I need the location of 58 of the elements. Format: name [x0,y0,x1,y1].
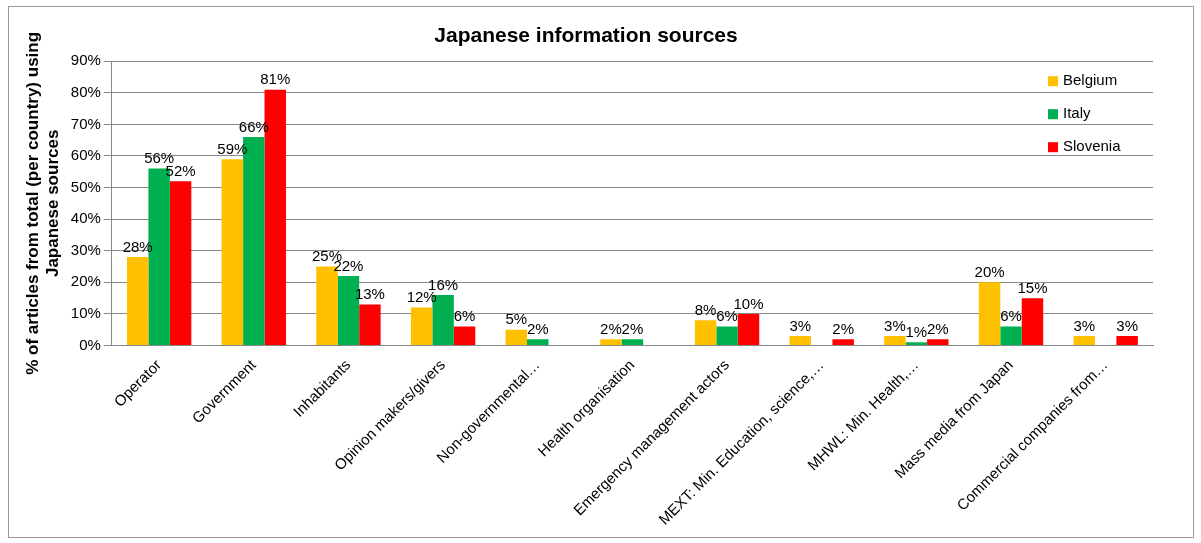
bar [527,339,549,346]
bar [927,339,949,346]
y-tick-label: 80% [70,82,101,100]
bar [905,342,928,346]
y-tick-label: 50% [70,177,101,195]
bar [453,326,476,346]
data-label: 2% [621,319,644,337]
data-label: 10% [733,294,764,312]
bar [832,339,854,346]
bar [694,320,717,346]
legend-label: Italy [1063,104,1092,122]
y-tick-label: 10% [70,304,101,322]
bar [621,339,644,346]
chart-title: Japanese information sources [434,23,738,47]
data-label: 56% [144,149,175,167]
legend-label: Slovenia [1063,137,1122,155]
bar [884,336,906,346]
data-label: 5% [505,310,528,328]
bar [410,307,433,346]
bar [737,313,760,346]
bar [1021,298,1044,346]
data-label: 2% [926,319,949,337]
bar [978,282,1001,346]
data-label: 8% [694,300,717,318]
y-tick-label: 90% [70,51,101,69]
y-tick-label: 40% [70,209,101,227]
data-label: 16% [428,275,459,293]
y-tick-label: 0% [79,335,101,353]
data-label: 2% [832,319,855,337]
data-label: 1% [905,323,928,340]
y-tick-label: 60% [70,146,101,164]
data-label: 6% [453,307,476,325]
data-label: 2% [526,319,549,337]
bar [600,339,622,346]
bar [169,181,192,346]
y-axis-title: % of articles from total (per country) using Japanese sources [22,31,63,375]
y-tick-label: 70% [70,114,101,132]
data-label: 3% [1073,316,1096,334]
bar [126,257,149,346]
bar [789,336,811,346]
bar [1073,336,1095,346]
data-label: 3% [789,316,812,334]
bar [716,326,738,346]
bar [221,159,244,346]
data-label: 3% [1116,316,1138,334]
data-label: 6% [1000,307,1022,325]
bar [1000,326,1022,346]
y-tick-label: 30% [70,240,101,258]
data-label: 15% [1017,278,1048,296]
legend-label: Belgium [1063,71,1118,89]
data-label: 20% [974,262,1005,280]
bar [505,329,528,346]
bar [359,304,381,346]
data-label: 2% [600,319,622,337]
y-tick-label: 20% [70,272,101,290]
data-label: 3% [884,316,906,334]
data-label: 81% [260,70,291,88]
bar [1116,336,1138,346]
